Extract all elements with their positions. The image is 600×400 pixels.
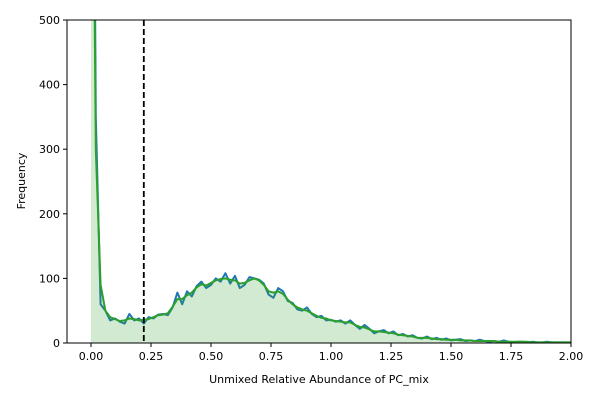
x-tick-label: 0.75 — [259, 350, 284, 363]
x-tick-label: 0.25 — [139, 350, 164, 363]
y-tick-label: 100 — [39, 272, 60, 285]
y-tick-label: 300 — [39, 143, 60, 156]
axes-frame — [66, 19, 572, 344]
x-tick-label: 2.00 — [559, 350, 584, 363]
x-tick-label: 1.25 — [379, 350, 404, 363]
x-tick-label: 1.00 — [319, 350, 344, 363]
x-tick-label: 1.75 — [499, 350, 524, 363]
plot-area — [91, 20, 571, 343]
y-tick-label: 400 — [39, 79, 60, 92]
y-tick-label: 500 — [39, 14, 60, 27]
x-tick-label: 1.50 — [439, 350, 464, 363]
y-axis-label: Frequency — [15, 152, 28, 209]
x-tick-label: 0.50 — [199, 350, 224, 363]
line — [93, 20, 571, 343]
area — [91, 20, 571, 343]
y-tick-label: 0 — [53, 337, 60, 350]
x-axis-label: Unmixed Relative Abundance of PC_mix — [209, 373, 429, 386]
x-tick-label: 0.00 — [79, 350, 104, 363]
line — [94, 20, 571, 343]
y-tick-label: 200 — [39, 208, 60, 221]
